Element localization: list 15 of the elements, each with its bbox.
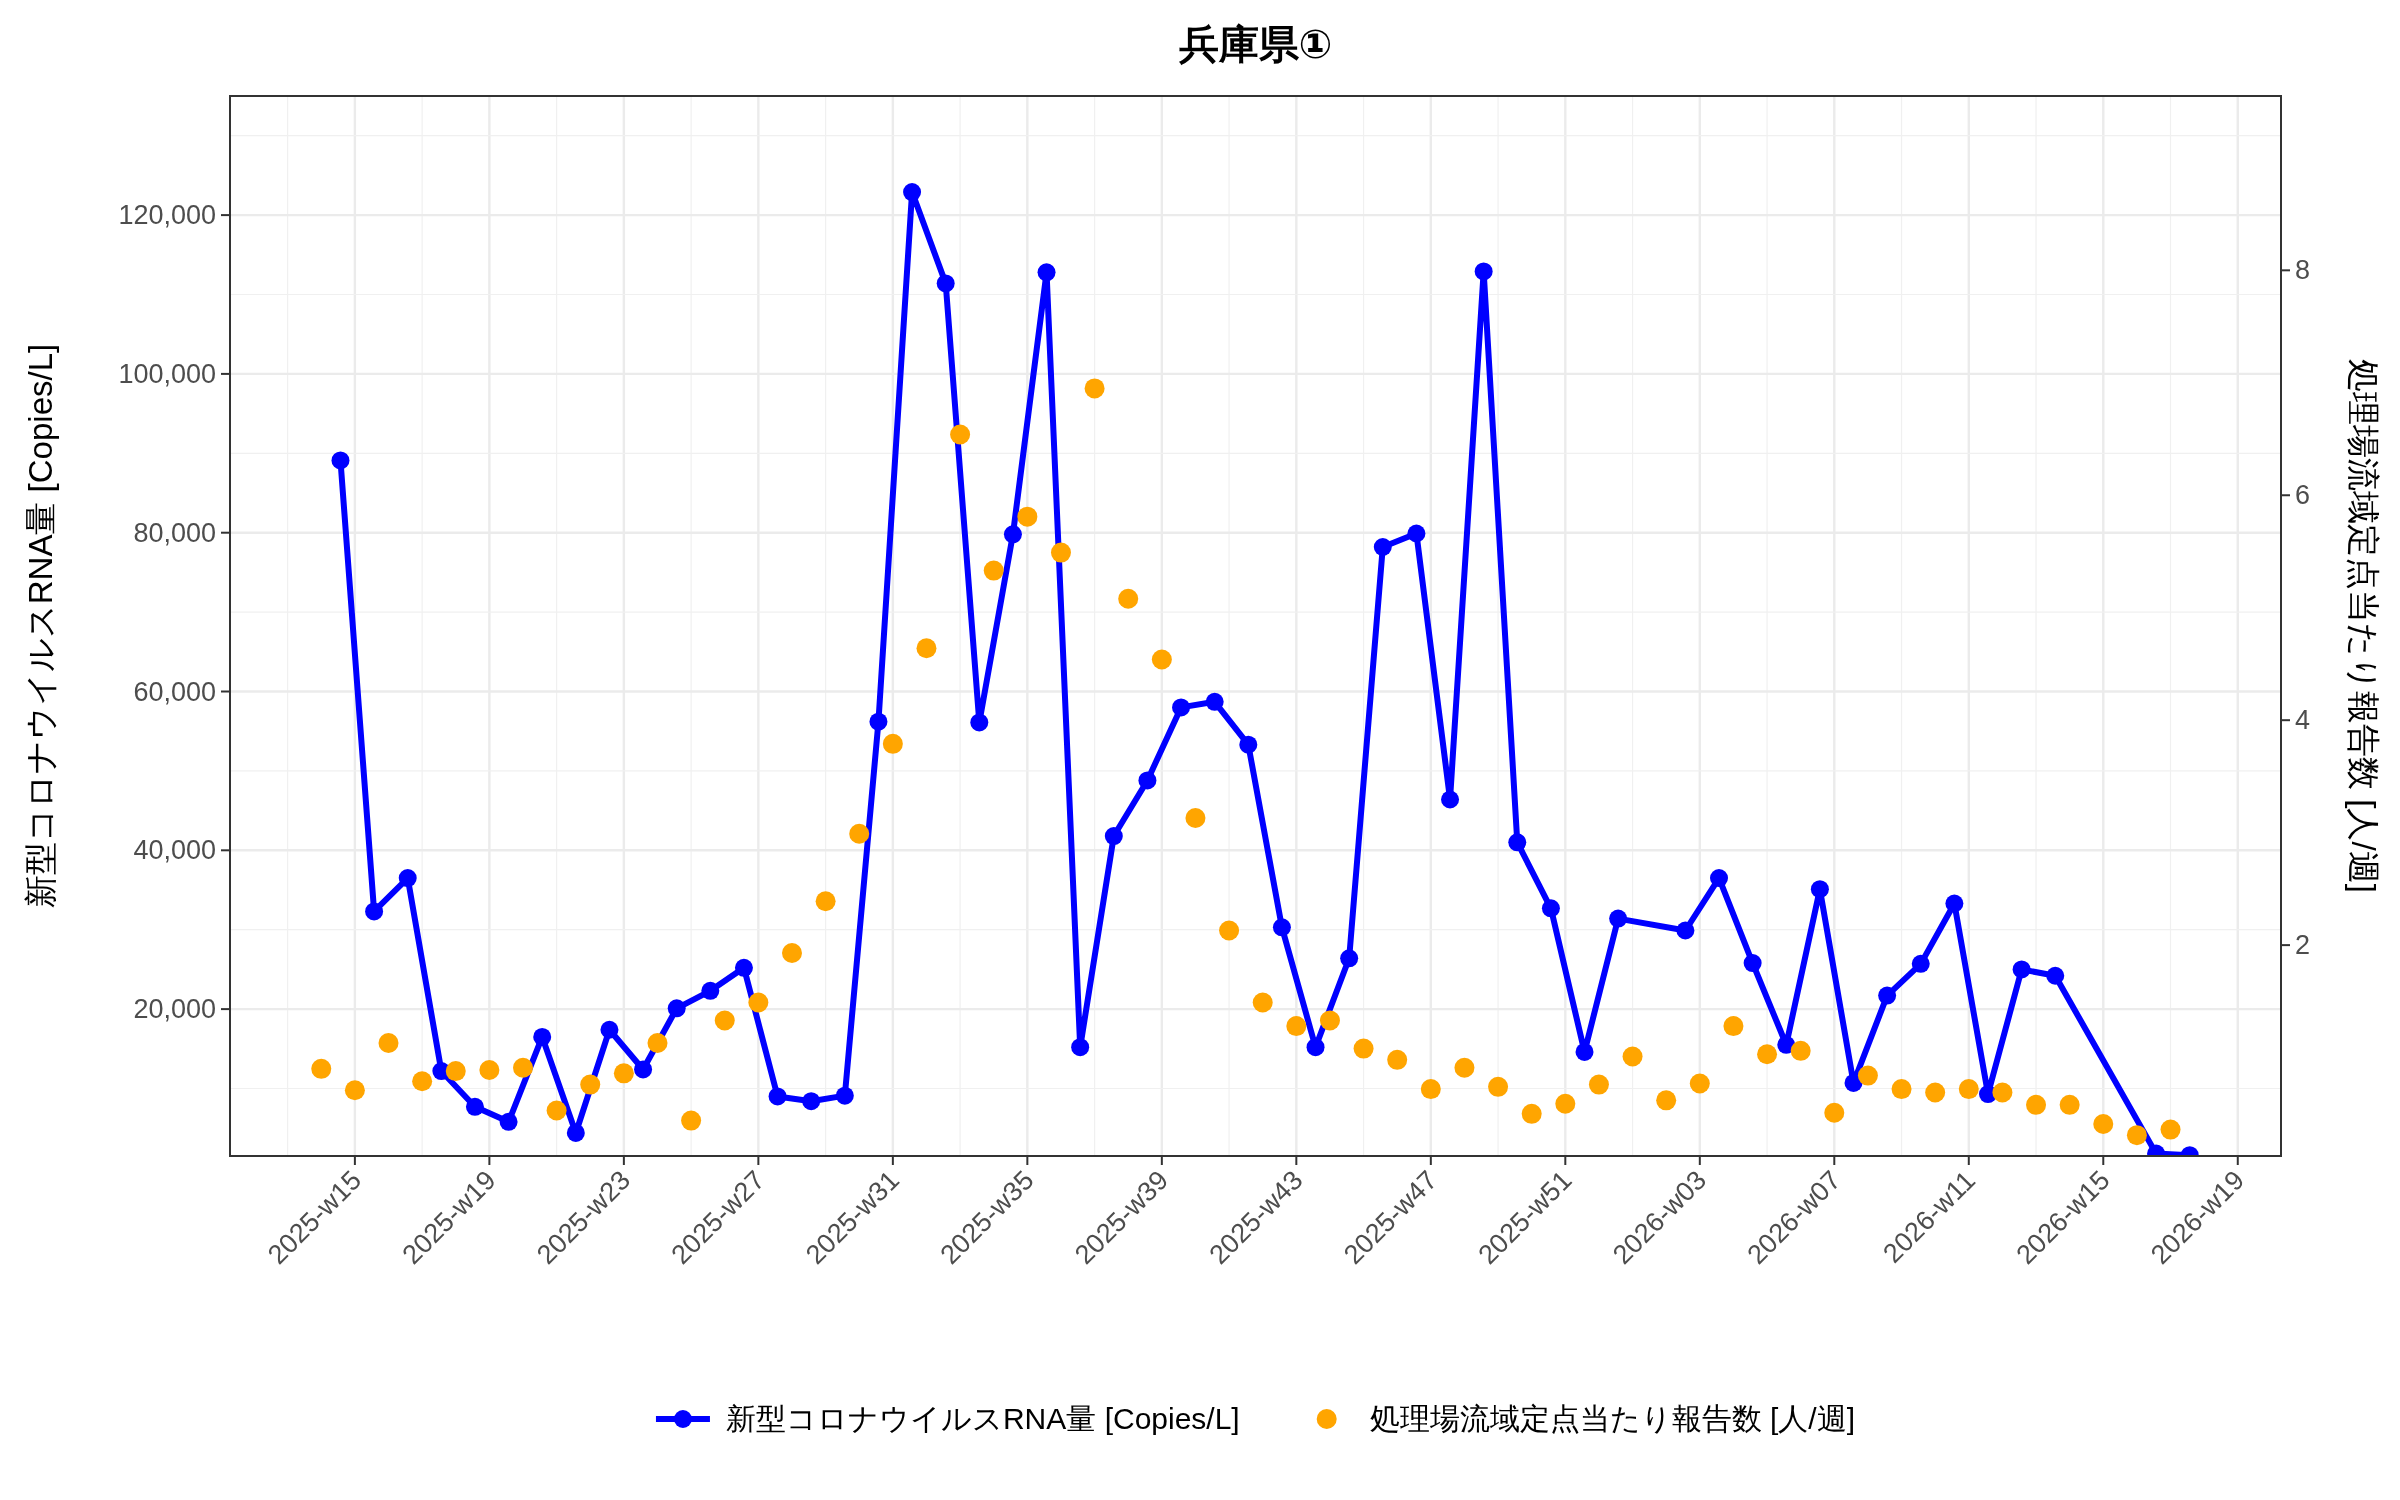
y-tick-label: 120,000 (118, 200, 216, 231)
y-tick-label: 100,000 (118, 358, 216, 389)
y-tick-label: 60,000 (133, 676, 216, 707)
y2-tick-label: 2 (2295, 930, 2311, 961)
y-tick-label: 20,000 (133, 994, 216, 1025)
y2-tick-label: 4 (2295, 705, 2311, 736)
chart-title: 兵庫県① (1177, 22, 1333, 66)
y-tick-label: 40,000 (133, 835, 216, 866)
y2-tick-label: 8 (2295, 255, 2311, 286)
y2-axis-title: 処理場流域定点当たり報告数 [人/週] (2345, 359, 2382, 893)
y-axis-title: 新型コロナウイルスRNA量 [Copies/L] (22, 343, 59, 909)
legend-label: 新型コロナウイルスRNA量 [Copies/L] (725, 1402, 1240, 1435)
y2-tick-label: 6 (2295, 480, 2311, 511)
y-tick-label: 80,000 (133, 517, 216, 548)
legend-label: 処理場流域定点当たり報告数 [人/週] (1369, 1402, 1856, 1435)
